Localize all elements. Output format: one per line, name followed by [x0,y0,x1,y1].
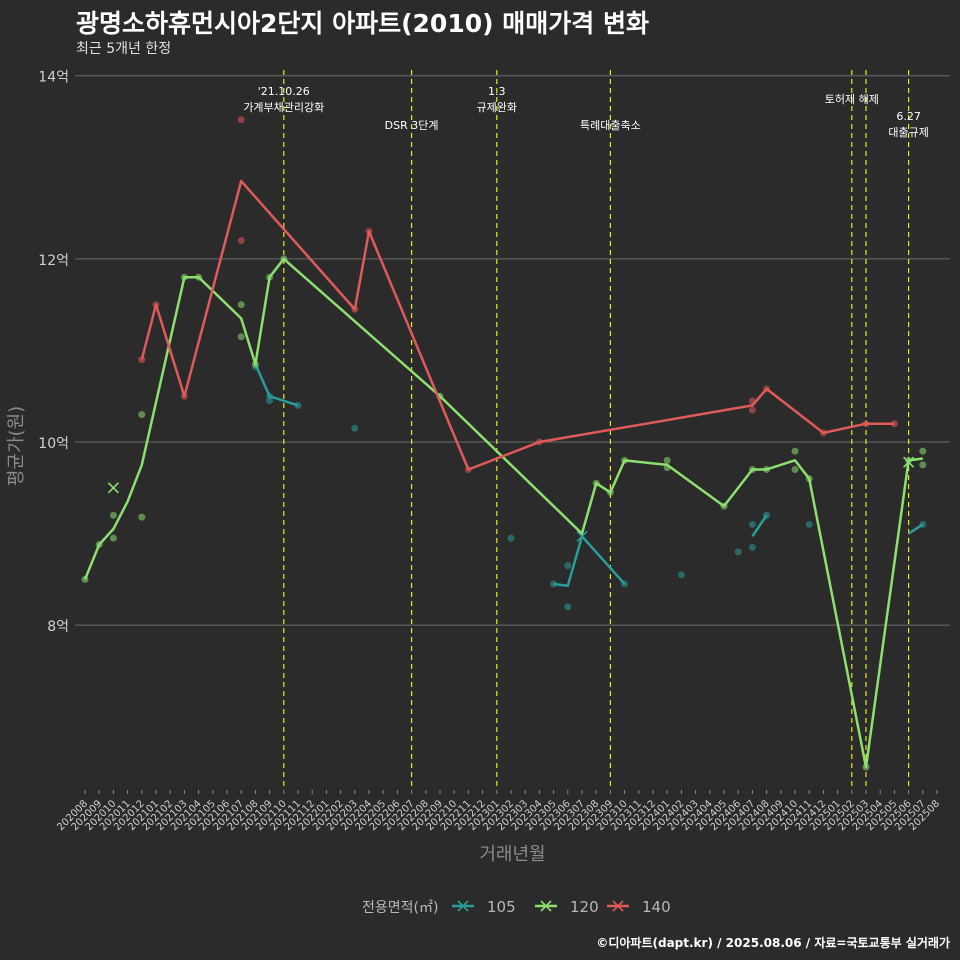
legend: 전용면적(㎡) 105 120 140 [362,898,671,916]
series-line [254,363,299,407]
data-point [507,534,515,542]
series-line [907,523,924,535]
x-axis: 2020082020092020102020112020122021012021… [55,790,942,833]
series-105 [251,363,927,611]
event-label: 토허제 해제 [825,92,879,106]
series-line [553,535,626,588]
data-point [748,520,756,528]
x-axis-title: 거래년월 [479,844,545,865]
data-point [791,447,799,455]
data-point [351,424,359,432]
series-line [140,179,895,471]
legend-label: 120 [570,898,599,916]
cross-marker [576,530,588,542]
data-point [109,534,117,542]
data-point [734,548,742,556]
y-tick-label: 10억 [38,436,69,452]
event-label: 가계부채관리강화 [243,101,324,114]
chart-title: 광명소하휴먼시아2단지 아파트(2010) 매매가격 변화 [76,9,649,38]
data-point [919,461,927,469]
data-point [791,465,799,473]
event-label: '21.10.26 [258,85,310,98]
legend-title: 전용면적(㎡) [362,900,438,916]
data-point [677,571,685,579]
data-point [748,406,756,414]
legend-swatch-cross [457,900,469,912]
event-label: 6.27 [896,110,921,123]
y-tick-label: 14억 [38,70,69,86]
event-label: 특례대출축소 [580,119,641,132]
legend-swatch-cross [540,900,552,912]
data-point [805,520,813,528]
y-axis-title: 평균가(원) [6,406,27,486]
chart-subtitle: 최근 5개년 한정 [76,41,172,57]
data-point [109,511,117,519]
cross-marker [903,456,915,468]
data-point [748,543,756,551]
data-point [138,513,146,521]
gridlines: 8억 10억 12억 14억 [38,70,950,635]
data-point [237,333,245,341]
cross-marker [107,482,119,494]
series-line [83,257,923,769]
event-label: 대출규제 [888,126,928,139]
series-line [751,514,768,538]
series-120 [81,255,927,771]
legend-swatch-cross [612,900,624,912]
legend-label: 140 [642,898,671,916]
series-140 [138,116,898,473]
legend-label: 105 [487,898,516,916]
data-point [564,603,572,611]
event-label: 규제완화 [477,101,517,114]
event-label: 1.3 [488,85,506,98]
data-point [237,301,245,309]
event-label: DSR 3단계 [385,119,439,132]
data-point [237,237,245,245]
data-point [237,116,245,124]
source-caption: ©디아파트(dapt.kr) / 2025.08.06 / 자료=국토교통부 실… [596,936,950,950]
data-point [663,456,671,464]
data-point [919,447,927,455]
y-tick-label: 12억 [38,253,69,269]
data-point [138,411,146,419]
y-tick-label: 8억 [47,619,69,635]
data-point [564,562,572,570]
